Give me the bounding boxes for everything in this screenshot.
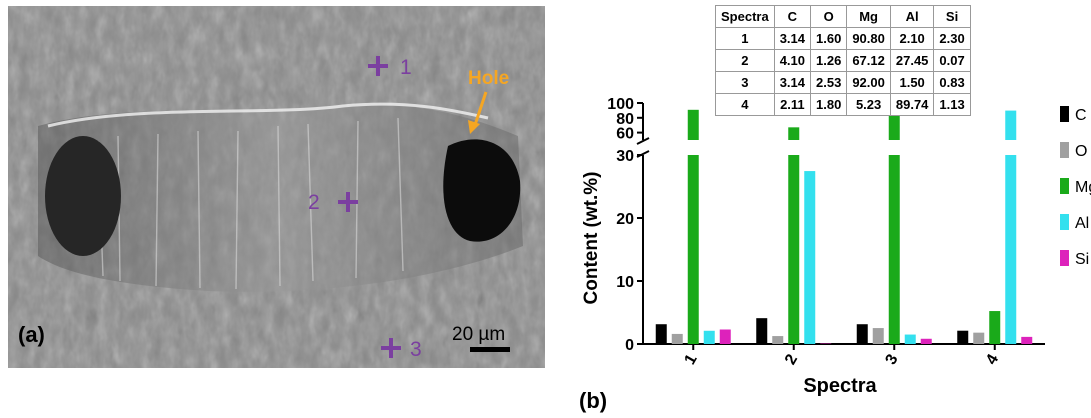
table-cell: 27.45 (890, 50, 934, 72)
table-cell: 67.12 (847, 50, 891, 72)
legend-swatch-o (1060, 142, 1069, 158)
table-cell: 1.60 (811, 28, 847, 50)
table-cell: 2.10 (890, 28, 934, 50)
table-header-row: Spectra C O Mg Al Si (716, 6, 971, 28)
bar-al-spectra-4-lower (1005, 155, 1016, 344)
bar-c-spectra-4 (957, 331, 968, 344)
table-cell: 89.74 (890, 94, 934, 116)
bar-mg-spectra-3-lower (889, 155, 900, 344)
table-cell: 92.00 (847, 72, 891, 94)
bar-o-spectra-3 (873, 328, 884, 344)
table-cell: 1.50 (890, 72, 934, 94)
legend-swatch-al (1060, 214, 1069, 230)
bar-al-spectra-3 (905, 335, 916, 344)
table-cell: 3 (716, 72, 775, 94)
table-cell: 1.26 (811, 50, 847, 72)
y-tick-label: 100 (607, 96, 634, 113)
table-cell: 1.13 (934, 94, 970, 116)
table-cell: 2.11 (774, 94, 810, 116)
table-header-cell: Mg (847, 6, 891, 28)
legend-swatch-si (1060, 250, 1069, 266)
hole-label: Hole (468, 68, 509, 89)
y-tick-label: 10 (616, 274, 634, 291)
table-header-cell: Si (934, 6, 970, 28)
table-header-cell: O (811, 6, 847, 28)
table-cell: 90.80 (847, 28, 891, 50)
table-cell: 2.30 (934, 28, 970, 50)
y-tick-label: 20 (616, 211, 634, 228)
table-cell: 2 (716, 50, 775, 72)
table-cell: 5.23 (847, 94, 891, 116)
bar-si-spectra-4 (1021, 337, 1032, 344)
bar-mg-spectra-2-lower (788, 155, 799, 344)
y-tick-label: 0 (625, 337, 634, 354)
bar-c-spectra-1 (656, 324, 667, 344)
bar-o-spectra-2 (772, 336, 783, 344)
bar-si-spectra-3 (921, 339, 932, 344)
legend-label-c: C (1075, 107, 1087, 124)
legend-label-al: Al (1075, 215, 1089, 232)
svg-text:1: 1 (400, 56, 412, 79)
bar-al-spectra-2 (804, 171, 815, 344)
left-cavity (45, 136, 121, 256)
scale-bar-label: 20 µm (452, 324, 505, 345)
bar-c-spectra-3 (857, 324, 868, 344)
table-cell: 3.14 (774, 72, 810, 94)
legend-label-o: O (1075, 143, 1087, 160)
legend-label-mg: Mg (1075, 179, 1091, 196)
table-cell: 4 (716, 94, 775, 116)
bar-mg-spectra-1-upper (688, 110, 699, 140)
panel-label-a: (a) (18, 322, 45, 347)
sem-micrograph-panel: 1 2 3 Hole (a) 20 µm (8, 6, 545, 368)
y-tick-label: 60 (616, 126, 634, 143)
legend-swatch-mg (1060, 178, 1069, 194)
x-tick-label: 3 (883, 351, 902, 367)
table-cell: 0.83 (934, 72, 970, 94)
bar-si-spectra-1 (720, 330, 731, 344)
table-cell: 1 (716, 28, 775, 50)
bar-mg-spectra-4 (989, 311, 1000, 344)
x-tick-label: 2 (782, 351, 801, 367)
table-cell: 4.10 (774, 50, 810, 72)
x-tick-label: 4 (983, 351, 1002, 367)
x-tick-label: 1 (682, 351, 701, 367)
table-header-cell: C (774, 6, 810, 28)
bar-al-spectra-1 (704, 331, 715, 344)
panel-label-b: (b) (579, 388, 607, 413)
table-cell: 0.07 (934, 50, 970, 72)
svg-text:2: 2 (308, 191, 320, 214)
bar-mg-spectra-1-lower (688, 155, 699, 344)
table-header-cell: Al (890, 6, 934, 28)
y-axis-label: Content (wt.%) (581, 172, 602, 305)
y-tick-label: 80 (616, 111, 634, 128)
legend-swatch-c (1060, 106, 1069, 122)
bar-mg-spectra-2-upper (788, 127, 799, 140)
y-tick-label: 30 (616, 148, 634, 165)
bar-al-spectra-4-upper (1005, 111, 1016, 140)
legend-label-si: Si (1075, 251, 1089, 268)
table-cell: 1.80 (811, 94, 847, 116)
table-cell: 2.53 (811, 72, 847, 94)
bar-o-spectra-4 (973, 333, 984, 344)
table-cell: 3.14 (774, 28, 810, 50)
bar-o-spectra-1 (672, 334, 683, 344)
svg-text:3: 3 (410, 338, 422, 361)
x-axis-label: Spectra (803, 375, 877, 397)
table-header-cell: Spectra (716, 6, 775, 28)
scale-bar (470, 347, 510, 352)
bar-c-spectra-2 (756, 318, 767, 344)
sem-image: 1 2 3 Hole (a) 20 µm (8, 6, 545, 368)
